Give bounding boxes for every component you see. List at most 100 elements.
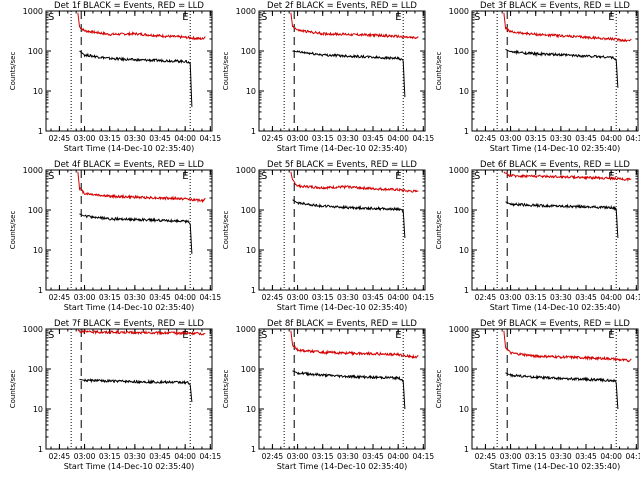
- x-tick-label: 04:15: [200, 134, 222, 143]
- start-marker-label: S: [48, 330, 54, 341]
- y-tick-label: 1: [251, 127, 256, 136]
- x-tick-label: 03:45: [362, 452, 384, 461]
- x-axis-label: Start Time (14-Dec-10 02:35:40): [277, 303, 408, 312]
- panel-title: Det 1f BLACK = Events, RED = LLD: [54, 1, 204, 11]
- panel-det-6: Det 6f BLACK = Events, RED = LLD 1 10 100 10…: [435, 160, 640, 312]
- start-marker-label: S: [48, 12, 54, 23]
- x-tick-label: 04:15: [626, 452, 640, 461]
- x-tick-label: 03:30: [124, 293, 146, 302]
- panel-title: Det 7f BLACK = Events, RED = LLD: [54, 319, 204, 329]
- x-tick-label: 04:00: [600, 134, 622, 143]
- y-axis-label: Counts/sec: [9, 211, 17, 250]
- panel-title: Det 9f BLACK = Events, RED = LLD: [480, 319, 630, 329]
- y-axis-label: Counts/sec: [222, 370, 230, 409]
- panel-det-2: Det 2f BLACK = Events, RED = LLD 1 10 100 10…: [222, 1, 434, 153]
- x-tick-label: 03:15: [312, 452, 334, 461]
- plot-frame: [471, 328, 639, 450]
- x-tick-label: 03:30: [337, 134, 359, 143]
- x-tick-label: 03:00: [500, 452, 522, 461]
- y-axis-label: Counts/sec: [222, 211, 230, 250]
- y-tick-label: 1000: [236, 7, 256, 16]
- x-tick-label: 04:00: [174, 134, 196, 143]
- events-series-line: [505, 48, 619, 88]
- y-tick-label: 1: [38, 445, 43, 454]
- lld-series-line: [77, 329, 206, 336]
- events-series-line: [292, 370, 406, 410]
- events-series-line: [505, 201, 619, 239]
- x-tick-label: 02:45: [475, 293, 497, 302]
- plot-frame: [258, 169, 426, 291]
- x-tick-label: 04:00: [387, 134, 409, 143]
- x-tick-label: 03:45: [149, 452, 171, 461]
- panel-title: Det 6f BLACK = Events, RED = LLD: [480, 160, 630, 170]
- x-tick-label: 03:30: [337, 293, 359, 302]
- x-tick-label: 02:45: [262, 293, 284, 302]
- end-marker-label: E: [182, 171, 188, 182]
- x-axis-label: Start Time (14-Dec-10 02:35:40): [64, 144, 195, 153]
- x-tick-label: 03:15: [99, 452, 121, 461]
- x-tick-label: 04:15: [200, 293, 222, 302]
- x-tick-label: 02:45: [475, 134, 497, 143]
- x-tick-label: 04:15: [200, 452, 222, 461]
- x-tick-label: 04:15: [626, 293, 640, 302]
- y-tick-label: 100: [241, 47, 256, 56]
- x-tick-label: 03:30: [550, 134, 572, 143]
- x-axis-label: Start Time (14-Dec-10 02:35:40): [64, 462, 195, 471]
- y-axis-label: Counts/sec: [435, 370, 443, 409]
- plot-frame: [45, 10, 213, 132]
- y-tick-label: 10: [246, 87, 256, 96]
- x-tick-label: 03:45: [362, 134, 384, 143]
- x-tick-label: 04:00: [387, 293, 409, 302]
- end-marker-label: E: [182, 12, 188, 23]
- x-tick-label: 03:00: [74, 452, 96, 461]
- y-tick-label: 10: [246, 246, 256, 255]
- lld-series-line: [503, 171, 632, 183]
- x-tick-label: 03:30: [337, 452, 359, 461]
- panel-title: Det 8f BLACK = Events, RED = LLD: [267, 319, 417, 329]
- start-marker-label: S: [474, 171, 480, 182]
- x-tick-label: 03:30: [124, 452, 146, 461]
- x-tick-label: 03:15: [525, 452, 547, 461]
- x-tick-label: 04:00: [174, 293, 196, 302]
- lld-series-line: [77, 12, 206, 41]
- y-tick-label: 100: [241, 206, 256, 215]
- x-tick-label: 03:45: [362, 293, 384, 302]
- x-tick-label: 04:00: [600, 452, 622, 461]
- y-tick-label: 1: [464, 445, 469, 454]
- lld-series-line: [77, 171, 206, 204]
- y-tick-label: 100: [454, 365, 469, 374]
- y-tick-label: 10: [246, 405, 256, 414]
- panel-det-1: Det 1f BLACK = Events, RED = LLD 1 10 100 10…: [9, 1, 221, 153]
- panel-det-8: Det 8f BLACK = Events, RED = LLD 1 10 100 10…: [222, 319, 434, 471]
- events-series-line: [79, 213, 193, 254]
- y-axis-label: Counts/sec: [9, 52, 17, 91]
- x-tick-label: 04:15: [413, 293, 435, 302]
- lld-series-line: [503, 330, 632, 363]
- y-tick-label: 1: [251, 286, 256, 295]
- lld-series-line: [290, 330, 419, 360]
- panel-det-3: Det 3f BLACK = Events, RED = LLD 1 10 100 10…: [435, 1, 640, 153]
- panel-title: Det 3f BLACK = Events, RED = LLD: [480, 1, 630, 11]
- end-marker-label: E: [608, 330, 614, 341]
- end-marker-label: E: [395, 171, 401, 182]
- x-tick-label: 03:15: [312, 134, 334, 143]
- events-series-line: [505, 372, 619, 410]
- panel-det-7: Det 7f BLACK = Events, RED = LLD 1 10 100 10…: [9, 319, 221, 471]
- y-tick-label: 1000: [449, 166, 469, 175]
- y-tick-label: 100: [241, 365, 256, 374]
- y-tick-label: 1000: [449, 325, 469, 334]
- x-tick-label: 03:45: [575, 452, 597, 461]
- x-axis-label: Start Time (14-Dec-10 02:35:40): [490, 303, 621, 312]
- x-tick-label: 03:00: [74, 293, 96, 302]
- events-series-line: [292, 199, 406, 239]
- y-tick-label: 1000: [236, 325, 256, 334]
- start-marker-label: S: [474, 330, 480, 341]
- y-tick-label: 10: [33, 87, 43, 96]
- lld-series-line: [290, 12, 419, 40]
- plot-frame: [258, 328, 426, 450]
- end-marker-label: E: [608, 171, 614, 182]
- x-tick-label: 02:45: [475, 452, 497, 461]
- y-tick-label: 1000: [236, 166, 256, 175]
- x-tick-label: 02:45: [49, 293, 71, 302]
- events-series-line: [292, 50, 406, 98]
